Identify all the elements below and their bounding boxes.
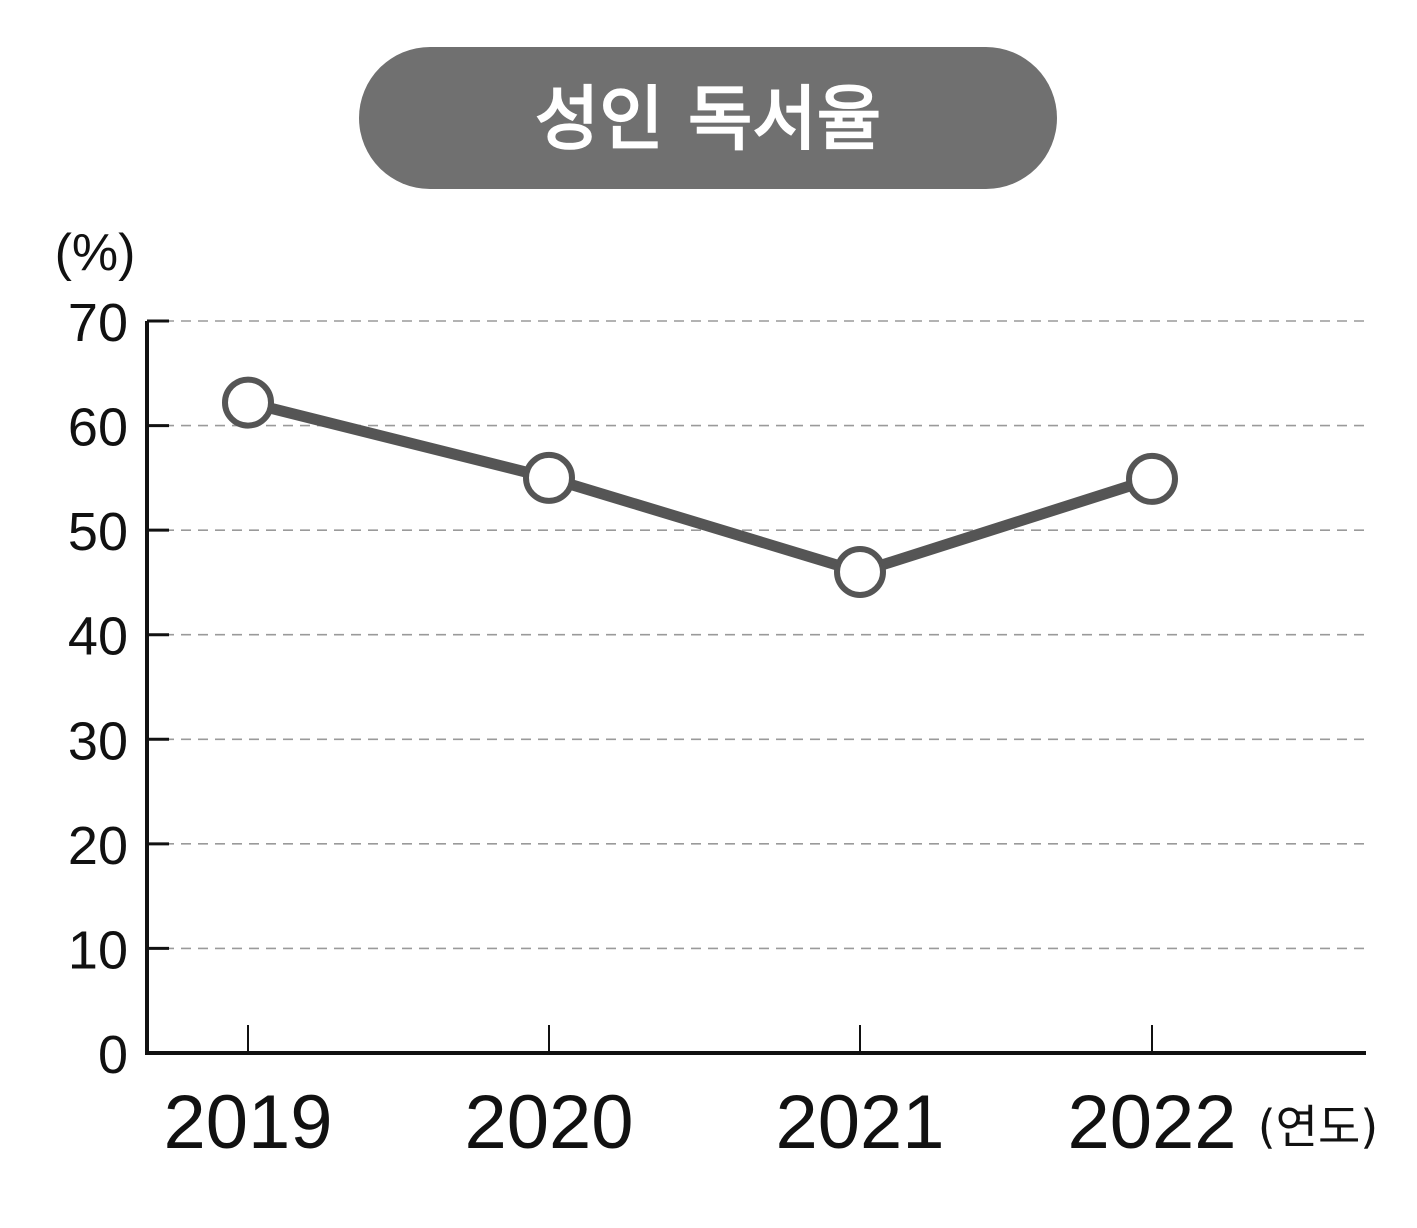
series-line: [242, 397, 1158, 578]
y-tick-label-40: 40: [68, 607, 128, 667]
y-tick-label-10: 10: [68, 920, 128, 980]
data-point-2020: [523, 451, 575, 504]
y-tick-label-70: 70: [68, 293, 128, 353]
chart-title-background: [359, 47, 1057, 189]
y-axis-unit-label: (%): [55, 224, 136, 282]
gridlines: [147, 320, 1366, 950]
x-tick-label-2022: 2022: [1067, 1080, 1236, 1165]
y-tick-labels: 0 10 20 30 40 50 60 70: [68, 293, 128, 1085]
x-axis-unit-label: (연도): [1258, 1100, 1379, 1154]
axes: [145, 319, 1366, 1055]
x-tick-label-2019: 2019: [163, 1080, 332, 1165]
y-tick-label-30: 30: [68, 711, 128, 771]
chart-title: 성인 독서율: [535, 78, 881, 160]
data-point-2019: [222, 376, 274, 429]
y-tick-label-0: 0: [98, 1025, 128, 1085]
x-tick-labels: 2019 2020 2021 2022: [163, 1080, 1236, 1165]
y-tick-label-20: 20: [68, 816, 128, 876]
y-tick-label-60: 60: [68, 398, 128, 458]
chart-title-group: 성인 독서율: [359, 47, 1057, 189]
x-tick-label-2021: 2021: [775, 1080, 944, 1165]
data-point-2021: [834, 545, 886, 598]
x-tick-label-2020: 2020: [464, 1080, 633, 1165]
series-layer: [222, 376, 1178, 598]
y-tick-label-50: 50: [68, 502, 128, 562]
data-point-2022: [1126, 452, 1178, 505]
